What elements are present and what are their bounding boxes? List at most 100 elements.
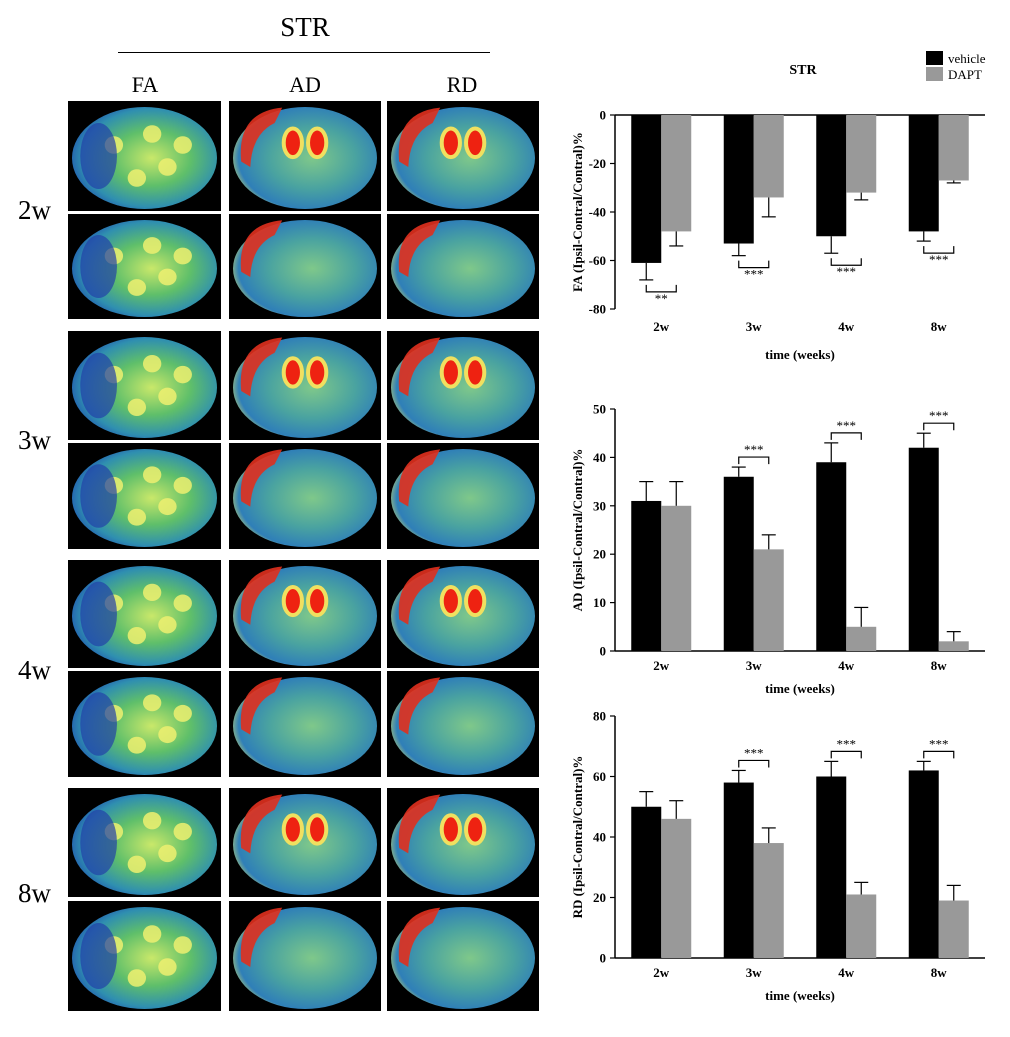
bar-vehicle-4w	[816, 776, 847, 958]
brain-map-rd-3w-b	[387, 443, 539, 549]
brain-map-rd-2w-a	[387, 101, 539, 211]
brain-map-panel: STR FA AD RD 2w 3w 4w 8w	[18, 12, 539, 1011]
brain-map-rd-2w-b	[387, 214, 539, 319]
significance-label: **	[655, 291, 668, 306]
significance-label: ***	[929, 408, 949, 423]
x-tick-label: 8w	[931, 658, 948, 673]
bar-vehicle-2w	[631, 806, 662, 958]
significance-label: ***	[744, 442, 764, 457]
bar-dapt-8w	[938, 641, 969, 651]
bar-vehicle-2w	[631, 500, 662, 651]
brain-map-fa-3w-b	[68, 443, 221, 549]
bar-vehicle-4w	[816, 115, 847, 237]
y-tick-label: 60	[593, 769, 606, 784]
brain-map-fa-4w-b	[68, 671, 221, 777]
significance-bracket	[923, 246, 955, 254]
y-axis-label: AD (Ipsil-Contral/Contral)%	[570, 449, 585, 612]
x-tick-label: 2w	[653, 319, 670, 334]
brain-map-ad-3w-a	[229, 331, 381, 440]
y-tick-label: 50	[593, 402, 606, 417]
brain-map-ad-2w-a	[229, 101, 381, 211]
brain-map-fa-4w-a	[68, 560, 221, 668]
brain-map-fa-8w-a	[68, 788, 221, 897]
y-axis-label: FA (Ipsil-Contral/Contral)%	[570, 132, 585, 292]
y-tick-label: 80	[593, 709, 606, 724]
significance-bracket	[923, 750, 955, 759]
brain-map-fa-8w-b	[68, 901, 221, 1011]
x-tick-label: 2w	[653, 658, 670, 673]
x-tick-label: 4w	[838, 319, 855, 334]
chart-title: STR	[789, 63, 817, 78]
bar-vehicle-3w	[723, 476, 754, 651]
significance-bracket	[830, 750, 862, 759]
bar-dapt-8w	[938, 900, 969, 958]
significance-bracket	[738, 260, 770, 269]
bar-dapt-2w	[661, 115, 692, 232]
brain-map-fa-3w-a	[68, 331, 221, 440]
brain-map-rd-8w-b	[387, 901, 539, 1011]
row-label-3w: 3w	[18, 425, 51, 455]
significance-bracket	[645, 284, 677, 293]
bar-vehicle-8w	[908, 447, 939, 651]
y-tick-label: 0	[600, 108, 607, 123]
brain-map-rd-3w-a	[387, 331, 539, 440]
bar-vehicle-4w	[816, 462, 847, 651]
x-tick-label: 3w	[746, 965, 763, 980]
brain-map-ad-8w-a	[229, 788, 381, 897]
brain-map-rd-8w-a	[387, 788, 539, 897]
bar-vehicle-3w	[723, 782, 754, 958]
y-axis-label: RD (Ipsil-Contral/Contral)%	[570, 756, 585, 919]
bar-dapt-8w	[938, 115, 969, 181]
bar-vehicle-8w	[908, 115, 939, 232]
region-title: STR	[280, 12, 330, 42]
significance-label: ***	[929, 252, 949, 267]
column-header-rd: RD	[446, 72, 478, 97]
y-tick-label: 0	[600, 951, 607, 966]
significance-bracket	[830, 258, 862, 266]
y-tick-label: 40	[593, 450, 606, 465]
x-tick-label: 3w	[746, 319, 763, 334]
significance-bracket	[830, 432, 862, 440]
bar-dapt-2w	[661, 505, 692, 651]
brain-map-fa-2w-b	[68, 214, 221, 319]
brain-map-ad-4w-b	[229, 671, 381, 777]
y-tick-label: 10	[593, 595, 606, 610]
x-axis-label: time (weeks)	[765, 988, 835, 1003]
significance-bracket	[738, 759, 770, 768]
column-header-ad: AD	[289, 72, 321, 97]
brain-map-fa-2w-a	[68, 101, 221, 211]
brain-map-rd-4w-a	[387, 560, 539, 668]
chart-rd: 0 20 40 60 80 RD (Ipsil-Contral/Contral)% 2w 3w…	[570, 709, 985, 1003]
brain-map-ad-8w-b	[229, 901, 381, 1011]
bar-vehicle-3w	[723, 115, 754, 244]
legend-swatch-dapt	[926, 67, 943, 81]
significance-label: ***	[929, 736, 949, 751]
brain-map-ad-2w-b	[229, 214, 381, 319]
significance-label: ***	[744, 267, 764, 282]
chart-ad: 0 10 20 30 40 50 AD (Ipsil-Contral/Contral)% 2w…	[570, 402, 985, 696]
significance-label: ***	[744, 745, 764, 760]
legend-swatch-vehicle	[926, 51, 943, 65]
legend-label-dapt: DAPT	[948, 67, 982, 82]
x-tick-label: 4w	[838, 658, 855, 673]
column-header-fa: FA	[131, 72, 159, 97]
brain-map-ad-4w-a	[229, 560, 381, 668]
x-tick-label: 4w	[838, 965, 855, 980]
significance-bracket	[738, 456, 770, 465]
row-label-4w: 4w	[18, 655, 51, 685]
brain-map-rd-4w-b	[387, 671, 539, 777]
bar-dapt-4w	[846, 626, 877, 651]
chart-fa: STR 0 -20 -40 -60 -80 FA (Ipsil-Contral/Contra…	[570, 63, 985, 362]
x-tick-label: 2w	[653, 965, 670, 980]
x-tick-label: 8w	[931, 319, 948, 334]
row-label-8w: 8w	[18, 878, 51, 908]
x-tick-label: 3w	[746, 658, 763, 673]
bar-dapt-3w	[753, 843, 784, 958]
x-tick-label: 8w	[931, 965, 948, 980]
significance-label: ***	[837, 264, 857, 279]
bar-dapt-4w	[846, 894, 877, 958]
y-tick-label: 20	[593, 547, 606, 562]
bar-vehicle-2w	[631, 115, 662, 263]
row-label-2w: 2w	[18, 195, 51, 225]
